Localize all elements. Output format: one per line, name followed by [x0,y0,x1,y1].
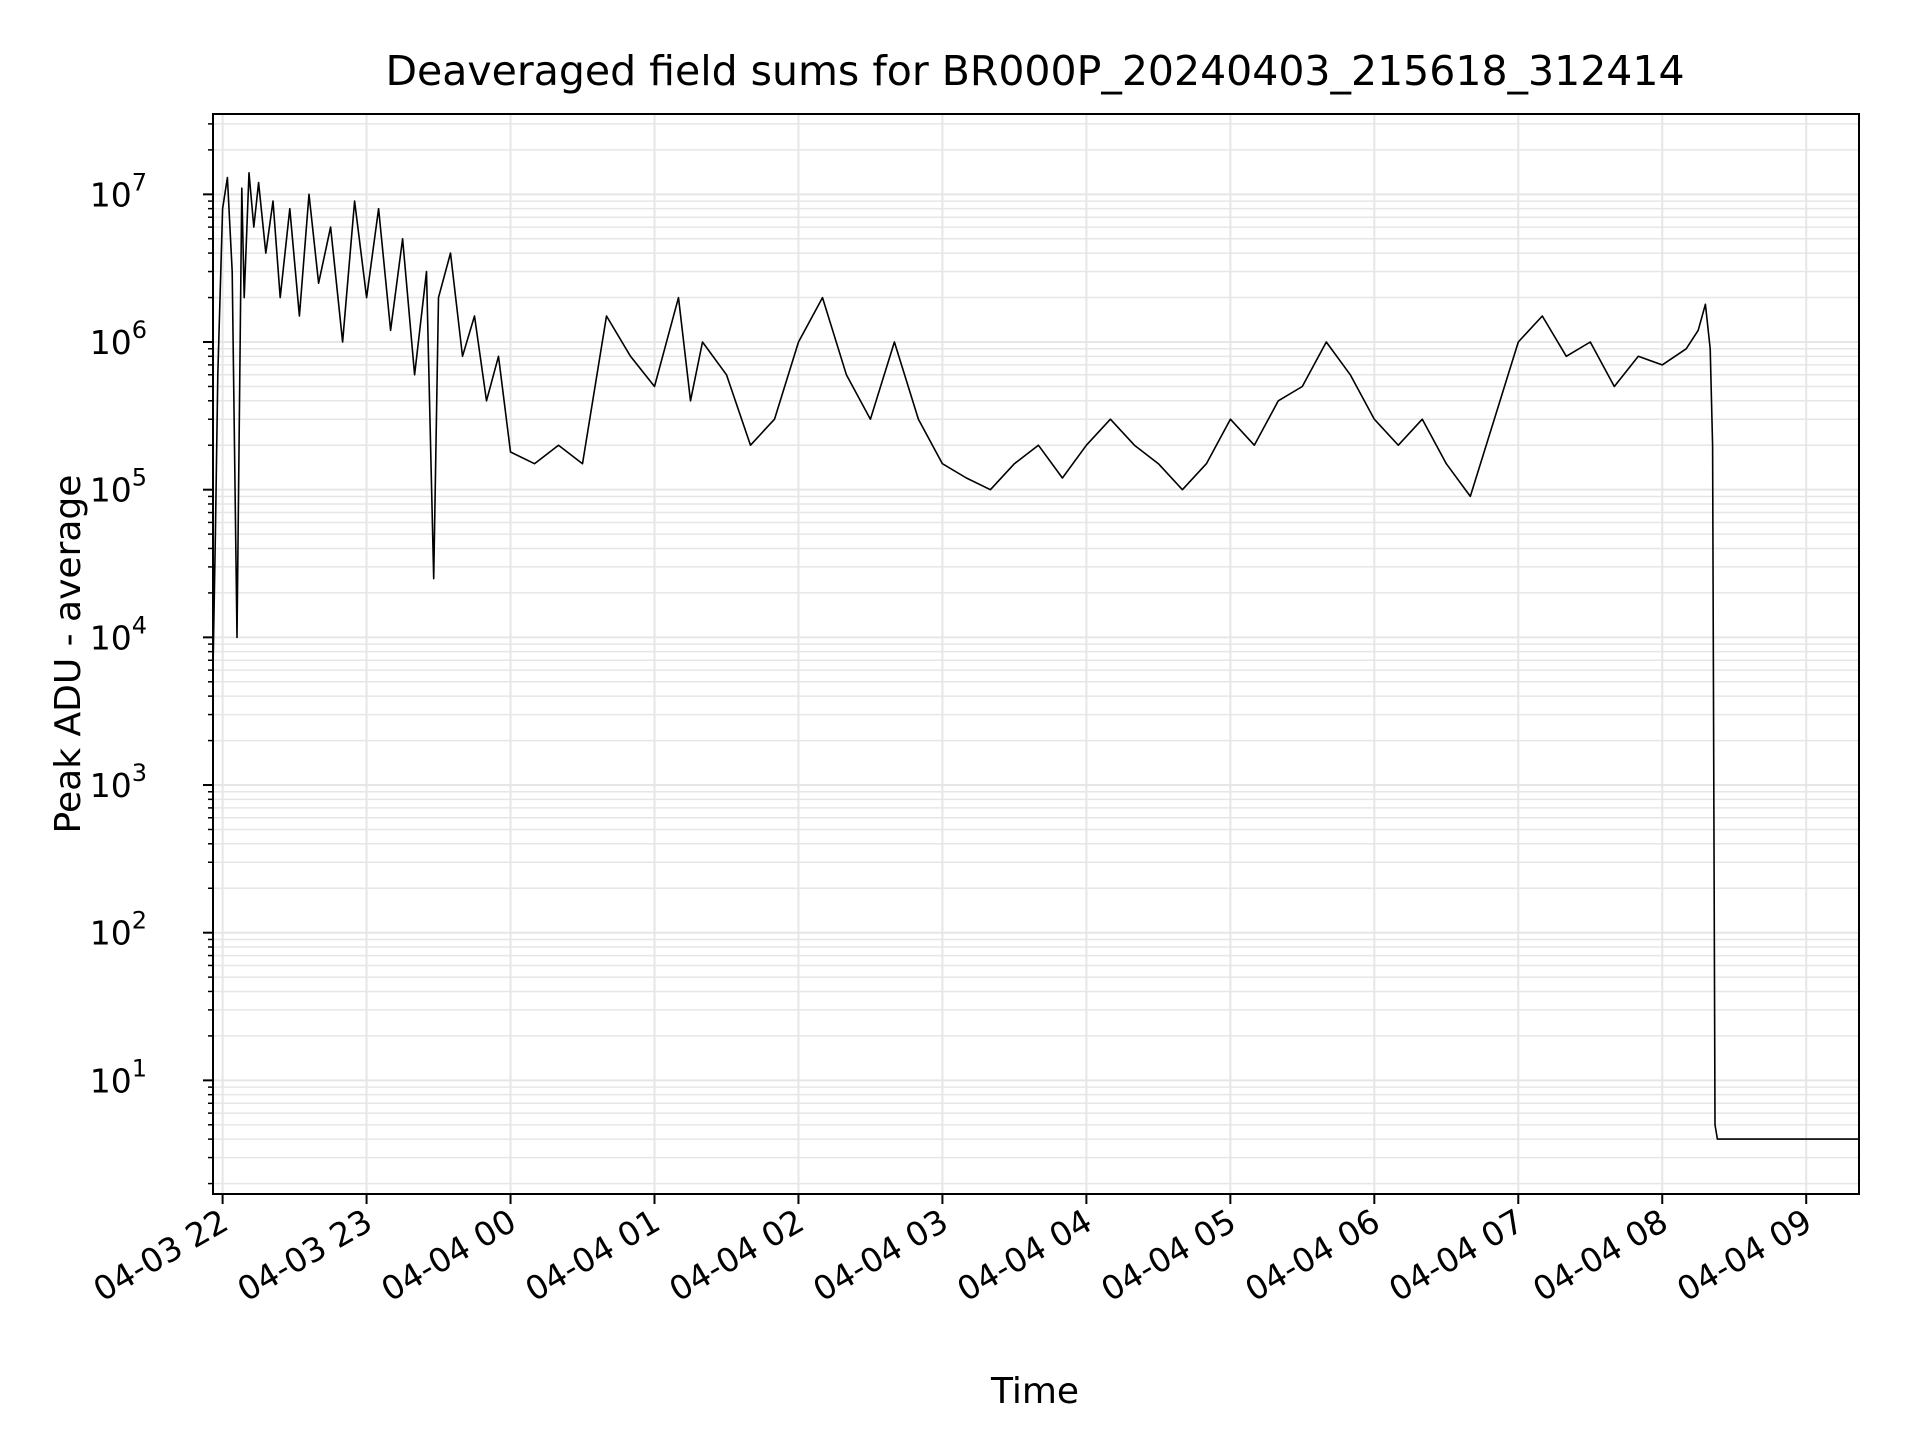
x-axis-label: Time [990,1371,1079,1412]
y-tick-label: 103 [90,759,147,805]
chart-title: Deaveraged field sums for BR000P_2024040… [385,47,1684,95]
series-layer [212,172,1859,1140]
y-tick-label: 105 [90,464,147,510]
data-series-line [212,172,1859,1140]
y-tick-label: 107 [90,168,147,214]
y-tick-label: 104 [90,611,147,657]
y-axis-label: Peak ADU - average [48,475,89,834]
grid-layer [213,114,1859,1194]
plot-area-frame [212,113,1860,1195]
y-tick-label: 101 [90,1054,147,1100]
y-tick-label: 106 [90,316,147,362]
y-tick-label: 102 [90,907,147,953]
